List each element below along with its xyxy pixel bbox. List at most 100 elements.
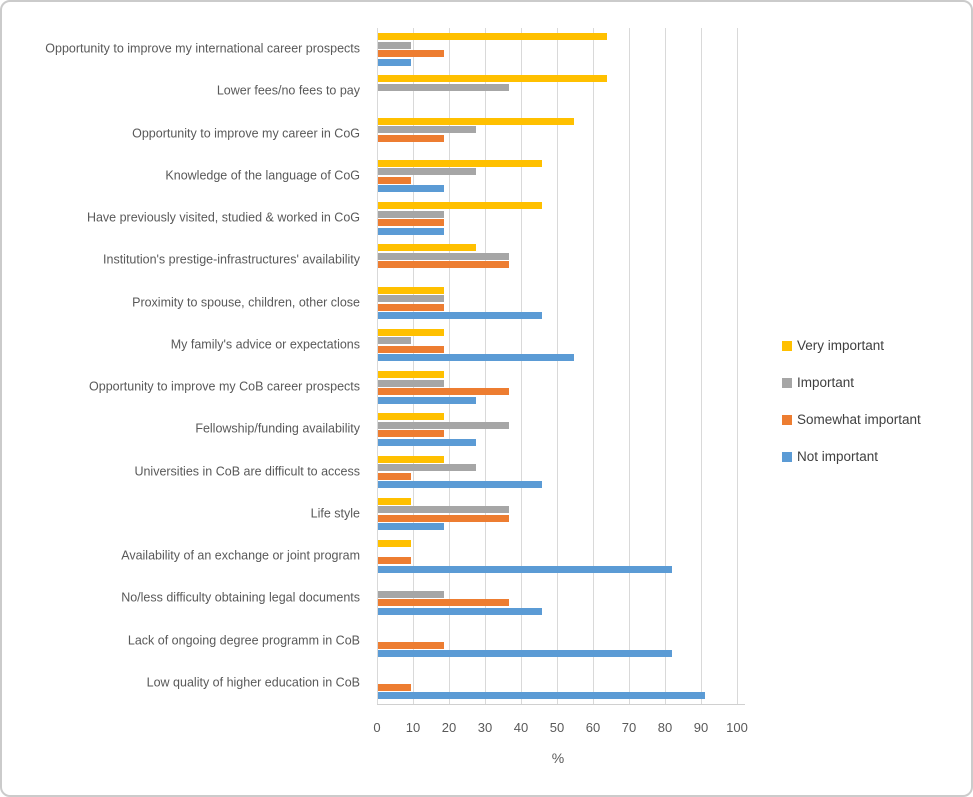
- bar-not-important-lack-of-ongoing-degree-programm-in-cob: [378, 650, 673, 657]
- bar-somewhat-important-have-previously-visited-studied-worked-in-cog: [378, 219, 444, 226]
- bar-somewhat-important-no-less-difficulty-obtaining-legal-documents: [378, 599, 510, 607]
- x-tick-10: 10: [405, 720, 421, 735]
- bar-not-important-fellowship-funding-availability: [378, 438, 477, 446]
- legend-swatch-somewhat-important: [782, 414, 792, 425]
- category-label-proximity-to-spouse-children-other-close: Proximity to spouse, children, other clo…: [132, 295, 360, 310]
- x-tick-90: 90: [693, 720, 709, 735]
- x-tick-100: 100: [726, 720, 748, 735]
- bar-important-universities-in-cob-are-difficult-to-access: [378, 464, 477, 471]
- bar-important-opportunity-to-improve-my-international-career-prospects: [378, 41, 411, 49]
- gridline-50: [557, 28, 558, 704]
- bar-not-important-knowledge-of-the-language-of-cog: [378, 185, 444, 193]
- x-tick-60: 60: [585, 720, 601, 735]
- bar-very-important-life-style: [378, 497, 411, 505]
- bar-somewhat-important-opportunity-to-improve-my-international-career-prospects: [378, 50, 444, 57]
- category-label-opportunity-to-improve-my-international-career-prospects: Opportunity to improve my international …: [45, 41, 360, 56]
- legend-item-somewhat-important: Somewhat important: [782, 412, 921, 427]
- bar-very-important-proximity-to-spouse-children-other-close: [378, 286, 444, 294]
- gridline-10: [413, 28, 414, 704]
- legend-swatch-very-important: [782, 340, 792, 351]
- gridline-20: [449, 28, 450, 704]
- category-label-my-family-s-advice-or-expectations: My family's advice or expectations: [170, 337, 360, 352]
- category-label-universities-in-cob-are-difficult-to-access: Universities in CoB are difficult to acc…: [134, 464, 360, 479]
- bar-very-important-my-family-s-advice-or-expectations: [378, 328, 444, 336]
- bar-important-proximity-to-spouse-children-other-close: [378, 295, 444, 302]
- bar-very-important-have-previously-visited-studied-worked-in-cog: [378, 202, 542, 209]
- bar-important-have-previously-visited-studied-worked-in-cog: [378, 210, 444, 218]
- bar-important-opportunity-to-improve-my-cob-career-prospects: [378, 379, 444, 387]
- legend-swatch-important: [782, 377, 792, 388]
- bar-very-important-knowledge-of-the-language-of-cog: [378, 159, 542, 167]
- bar-somewhat-important-fellowship-funding-availability: [378, 430, 444, 438]
- category-label-have-previously-visited-studied-worked-in-cog: Have previously visited, studied & worke…: [86, 210, 360, 225]
- bar-very-important-opportunity-to-improve-my-international-career-prospects: [378, 33, 607, 40]
- bar-very-important-institution-s-prestige-infrastructures-availability: [378, 244, 477, 252]
- bar-important-no-less-difficulty-obtaining-legal-documents: [378, 590, 444, 598]
- legend-label-not-important: Not important: [797, 449, 879, 464]
- bar-somewhat-important-lack-of-ongoing-degree-programm-in-cob: [378, 641, 444, 649]
- bar-not-important-universities-in-cob-are-difficult-to-access: [378, 481, 542, 488]
- category-label-lack-of-ongoing-degree-programm-in-cob: Lack of ongoing degree programm in CoB: [127, 633, 360, 648]
- x-tick-40: 40: [513, 720, 529, 735]
- x-tick-50: 50: [549, 720, 565, 735]
- bar-important-institution-s-prestige-infrastructures-availability: [378, 252, 510, 260]
- bar-somewhat-important-universities-in-cob-are-difficult-to-access: [378, 472, 411, 480]
- bar-not-important-opportunity-to-improve-my-international-career-prospects: [378, 58, 411, 66]
- bar-somewhat-important-life-style: [378, 514, 510, 522]
- gridline-90: [701, 28, 702, 704]
- bar-somewhat-important-proximity-to-spouse-children-other-close: [378, 303, 444, 311]
- bar-very-important-opportunity-to-improve-my-career-in-cog: [378, 117, 575, 125]
- category-label-opportunity-to-improve-my-career-in-cog: Opportunity to improve my career in CoG: [132, 126, 360, 141]
- legend-label-important: Important: [797, 375, 855, 390]
- category-label-fellowship-funding-availability: Fellowship/funding availability: [195, 421, 360, 436]
- bar-very-important-fellowship-funding-availability: [378, 413, 444, 421]
- category-label-knowledge-of-the-language-of-cog: Knowledge of the language of CoG: [165, 168, 360, 183]
- category-label-no-less-difficulty-obtaining-legal-documents: No/less difficulty obtaining legal docum…: [121, 590, 360, 605]
- gridline-0: [377, 28, 378, 704]
- bar-somewhat-important-opportunity-to-improve-my-cob-career-prospects: [378, 388, 510, 395]
- category-label-life-style: Life style: [310, 506, 360, 521]
- x-tick-0: 0: [373, 720, 381, 735]
- gridline-80: [665, 28, 666, 704]
- category-label-lower-fees-no-fees-to-pay: Lower fees/no fees to pay: [216, 83, 360, 98]
- bar-somewhat-important-my-family-s-advice-or-expectations: [378, 345, 444, 353]
- bar-not-important-proximity-to-spouse-children-other-close: [378, 312, 542, 319]
- x-tick-20: 20: [441, 720, 457, 735]
- bar-important-fellowship-funding-availability: [378, 421, 510, 429]
- gridline-70: [629, 28, 630, 704]
- bar-very-important-availability-of-an-exchange-or-joint-program: [378, 540, 411, 547]
- gridline-100: [737, 28, 738, 704]
- gridline-60: [593, 28, 594, 704]
- bar-important-my-family-s-advice-or-expectations: [378, 337, 411, 345]
- legend-item-important: Important: [782, 375, 854, 390]
- x-tick-80: 80: [657, 720, 673, 735]
- x-axis-title: %: [551, 750, 565, 766]
- gridline-40: [521, 28, 522, 704]
- bar-very-important-lower-fees-no-fees-to-pay: [378, 75, 607, 83]
- category-label-institution-s-prestige-infrastructures-availability: Institution's prestige-infrastructures' …: [103, 252, 360, 267]
- bar-not-important-have-previously-visited-studied-worked-in-cog: [378, 227, 444, 235]
- bar-somewhat-important-low-quality-of-higher-education-in-cob: [378, 683, 411, 691]
- x-tick-30: 30: [477, 720, 493, 735]
- bar-important-opportunity-to-improve-my-career-in-cog: [378, 126, 477, 133]
- category-label-opportunity-to-improve-my-cob-career-prospects: Opportunity to improve my CoB career pro…: [89, 379, 360, 394]
- x-axis-line: [377, 704, 745, 705]
- category-label-availability-of-an-exchange-or-joint-program: Availability of an exchange or joint pro…: [121, 548, 360, 563]
- bar-not-important-low-quality-of-higher-education-in-cob: [378, 692, 706, 700]
- legend-label-very-important: Very important: [797, 338, 885, 353]
- bar-important-life-style: [378, 506, 510, 514]
- gridline-30: [485, 28, 486, 704]
- bar-somewhat-important-availability-of-an-exchange-or-joint-program: [378, 557, 411, 564]
- bar-not-important-opportunity-to-improve-my-cob-career-prospects: [378, 396, 477, 404]
- bar-important-knowledge-of-the-language-of-cog: [378, 168, 477, 176]
- legend-swatch-not-important: [782, 451, 792, 462]
- category-label-low-quality-of-higher-education-in-cob: Low quality of higher education in CoB: [146, 675, 360, 690]
- bar-not-important-no-less-difficulty-obtaining-legal-documents: [378, 607, 542, 615]
- bar-very-important-opportunity-to-improve-my-cob-career-prospects: [378, 371, 444, 378]
- bar-very-important-universities-in-cob-are-difficult-to-access: [378, 455, 444, 463]
- legend-item-very-important: Very important: [782, 338, 884, 353]
- bar-somewhat-important-opportunity-to-improve-my-career-in-cog: [378, 134, 444, 142]
- bar-important-lower-fees-no-fees-to-pay: [378, 83, 510, 91]
- bar-somewhat-important-institution-s-prestige-infrastructures-availability: [378, 261, 510, 269]
